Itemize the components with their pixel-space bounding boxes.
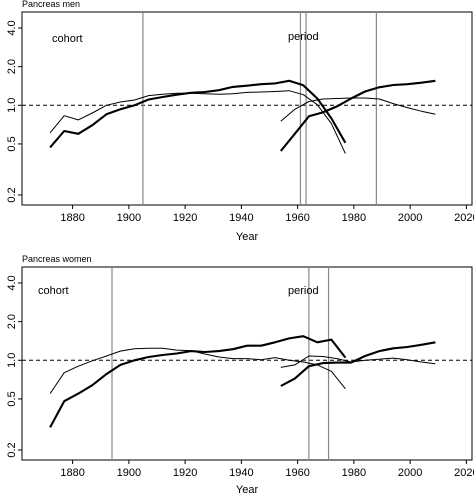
series-line-cohort-thick [49, 335, 347, 428]
x-tick-label: 2020 [454, 212, 474, 224]
cohort-label: cohort [38, 285, 69, 297]
series-line-period-thick [280, 341, 436, 387]
y-tick-label: 0.2 [6, 187, 18, 202]
series-line-period-thick [279, 79, 436, 152]
y-tick-label: 0.2 [6, 442, 18, 457]
y-tick-label: 1.0 [6, 98, 18, 113]
x-axis-title: Year [236, 484, 259, 495]
series-line-period-thin [280, 355, 436, 368]
period-label: period [288, 31, 319, 43]
x-tick-label: 1920 [173, 212, 197, 224]
x-tick-label: 2020 [454, 467, 474, 479]
y-tick-label: 0.5 [6, 391, 18, 406]
x-axis-title: Year [236, 231, 259, 243]
panel-title: Pancreas men [22, 0, 80, 9]
y-tick-label: 2.0 [6, 314, 18, 329]
y-tick-label: 2.0 [6, 59, 18, 74]
period-label: period [288, 285, 319, 297]
x-tick-label: 1940 [229, 467, 253, 479]
x-tick-label: 1980 [342, 467, 366, 479]
y-tick-label: 4.0 [6, 275, 18, 290]
cohort-label: cohort [52, 33, 83, 45]
x-tick-label: 2000 [398, 467, 422, 479]
x-tick-label: 1880 [60, 467, 84, 479]
x-tick-label: 1940 [229, 212, 253, 224]
series-line-cohort-thin [49, 347, 346, 394]
plot-frame [21, 11, 473, 206]
y-tick-label: 1.0 [6, 353, 18, 368]
x-tick-label: 1880 [60, 212, 84, 224]
series-line-cohort-thin [49, 90, 346, 154]
x-tick-label: 1900 [117, 212, 141, 224]
panel-pancreas-women: Pancreas women 0.2 0.5 1.0 2.0 4.0 1880 1900 1… [6, 254, 474, 495]
y-tick-label: 4.0 [6, 20, 18, 35]
x-tick-label: 1960 [285, 212, 309, 224]
x-tick-label: 1980 [342, 212, 366, 224]
x-tick-label: 2000 [398, 212, 422, 224]
series-line-cohort-thick [49, 79, 347, 149]
panel-pancreas-men: Pancreas men 0.2 0.5 1.0 2.0 4.0 1880 1900 192… [6, 0, 474, 243]
panel-title: Pancreas women [22, 254, 92, 264]
x-tick-label: 1920 [173, 467, 197, 479]
x-tick-label: 1900 [117, 467, 141, 479]
x-tick-label: 1960 [285, 467, 309, 479]
plot-frame [21, 266, 473, 461]
series-line-period-thin [280, 97, 436, 122]
y-tick-label: 0.5 [6, 136, 18, 151]
